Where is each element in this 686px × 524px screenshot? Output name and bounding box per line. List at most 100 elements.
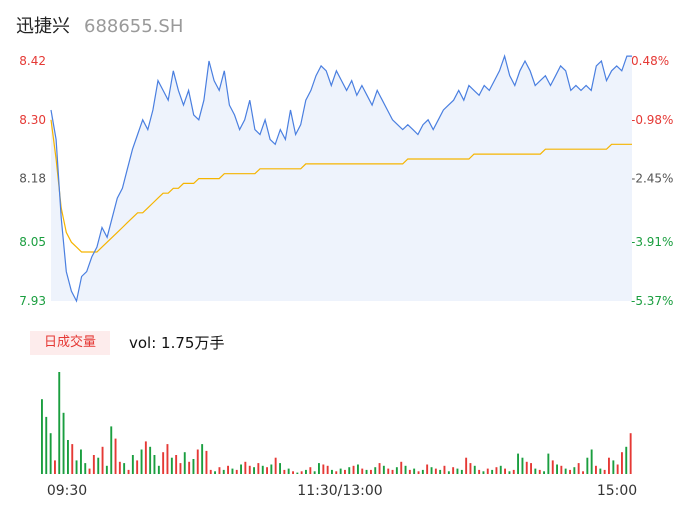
volume-bar bbox=[473, 465, 476, 474]
volume-bar bbox=[175, 455, 178, 474]
volume-bar bbox=[205, 450, 208, 474]
volume-bar bbox=[603, 469, 606, 474]
volume-bar bbox=[491, 469, 494, 474]
volume-bar bbox=[71, 444, 74, 474]
volume-bar bbox=[404, 465, 407, 474]
volume-bar bbox=[188, 461, 191, 474]
volume-bar bbox=[140, 449, 143, 474]
volume-bar bbox=[300, 471, 303, 474]
volume-bar bbox=[499, 465, 502, 474]
volume-bar bbox=[521, 457, 524, 474]
volume-bar bbox=[465, 457, 468, 474]
x-tick-label: 15:00 bbox=[597, 483, 637, 499]
volume-bar bbox=[370, 469, 372, 474]
volume-bar bbox=[196, 449, 199, 474]
volume-bar bbox=[75, 460, 78, 474]
volume-bar bbox=[391, 469, 394, 474]
volume-bar bbox=[227, 465, 229, 474]
volume-bar bbox=[261, 465, 264, 474]
price-line bbox=[50, 54, 632, 303]
volume-bar bbox=[495, 467, 498, 474]
volume-bar bbox=[374, 467, 377, 474]
volume-bar bbox=[62, 412, 65, 474]
y-right-tick-label: -5.37% bbox=[631, 294, 673, 308]
volume-bar bbox=[612, 460, 615, 474]
volume-bar bbox=[560, 465, 563, 474]
volume-bar bbox=[395, 467, 398, 474]
volume-bar bbox=[270, 464, 273, 474]
y-left-tick-label: 8.30 bbox=[19, 113, 46, 127]
volume-bar bbox=[512, 469, 515, 474]
average-price-line bbox=[50, 119, 632, 253]
volume-bar bbox=[365, 469, 368, 474]
y-right-tick-label: 0.48% bbox=[631, 54, 669, 68]
volume-bar bbox=[556, 464, 558, 474]
volume-bar bbox=[387, 468, 390, 474]
y-left-tick-label: 8.42 bbox=[19, 54, 46, 68]
volume-bar bbox=[257, 463, 260, 474]
volume-bar bbox=[54, 460, 56, 474]
y-right-tick-label: -0.98% bbox=[631, 113, 673, 127]
volume-bar bbox=[153, 455, 156, 474]
volume-bar bbox=[543, 471, 545, 474]
volume-bar bbox=[339, 468, 342, 474]
y-right-tick-label: -2.45% bbox=[631, 172, 673, 186]
volume-bar bbox=[417, 471, 420, 474]
volume-bar bbox=[452, 467, 455, 474]
volume-bar bbox=[577, 463, 580, 474]
volume-bar bbox=[361, 468, 364, 474]
volume-bar bbox=[400, 461, 403, 474]
volume-bar bbox=[101, 446, 104, 474]
volume-bar bbox=[469, 463, 472, 474]
volume-bar bbox=[244, 461, 247, 474]
y-left-tick-label: 7.93 bbox=[19, 294, 46, 308]
volume-bar bbox=[534, 468, 537, 474]
volume-bar bbox=[218, 467, 221, 474]
volume-bar bbox=[590, 449, 593, 474]
volume-bar bbox=[382, 465, 385, 474]
volume-bar bbox=[305, 469, 307, 474]
volume-value-label: vol: 1.75万手 bbox=[129, 334, 225, 352]
volume-bar bbox=[149, 446, 152, 474]
volume-bar bbox=[616, 464, 619, 474]
volume-bar bbox=[335, 471, 338, 474]
volume-bar bbox=[97, 457, 100, 474]
volume-bar bbox=[595, 465, 597, 474]
volume-bar bbox=[114, 438, 117, 474]
volume-bar bbox=[564, 468, 567, 474]
daily-volume-badge[interactable]: 日成交量 bbox=[30, 331, 110, 355]
volume-bar bbox=[235, 469, 238, 474]
volume-bar bbox=[357, 464, 359, 474]
volume-bar bbox=[127, 469, 130, 474]
volume-bar bbox=[131, 455, 134, 474]
volume-bar bbox=[179, 463, 182, 474]
volume-bar bbox=[144, 441, 147, 474]
volume-bar bbox=[274, 457, 277, 474]
volume-bar bbox=[538, 469, 541, 474]
volume-bar bbox=[331, 469, 333, 474]
volume-bar bbox=[344, 469, 346, 474]
volume-bar bbox=[408, 469, 411, 474]
volume-bar bbox=[434, 468, 437, 474]
volume-bar bbox=[192, 459, 195, 474]
volume-bar bbox=[110, 426, 113, 474]
volume-bar bbox=[517, 453, 519, 474]
volume-bar bbox=[573, 467, 576, 474]
volume-bar bbox=[504, 468, 506, 474]
volume-bar bbox=[439, 469, 442, 474]
volume-bar bbox=[608, 457, 610, 474]
volume-bar bbox=[508, 471, 511, 474]
volume-bar bbox=[49, 433, 52, 474]
volume-bar bbox=[569, 469, 571, 474]
stock-name: 迅捷兴 bbox=[16, 16, 70, 37]
volume-bar bbox=[201, 444, 204, 474]
volume-bar bbox=[525, 461, 528, 474]
volume-bar bbox=[443, 465, 446, 474]
y-right-tick-label: -3.91% bbox=[631, 235, 673, 249]
volume-bar bbox=[586, 457, 589, 474]
volume-bar bbox=[84, 463, 87, 474]
volume-bar bbox=[170, 457, 173, 474]
volume-bar bbox=[45, 416, 48, 474]
volume-bar bbox=[318, 463, 320, 474]
volume-bar bbox=[296, 472, 299, 474]
